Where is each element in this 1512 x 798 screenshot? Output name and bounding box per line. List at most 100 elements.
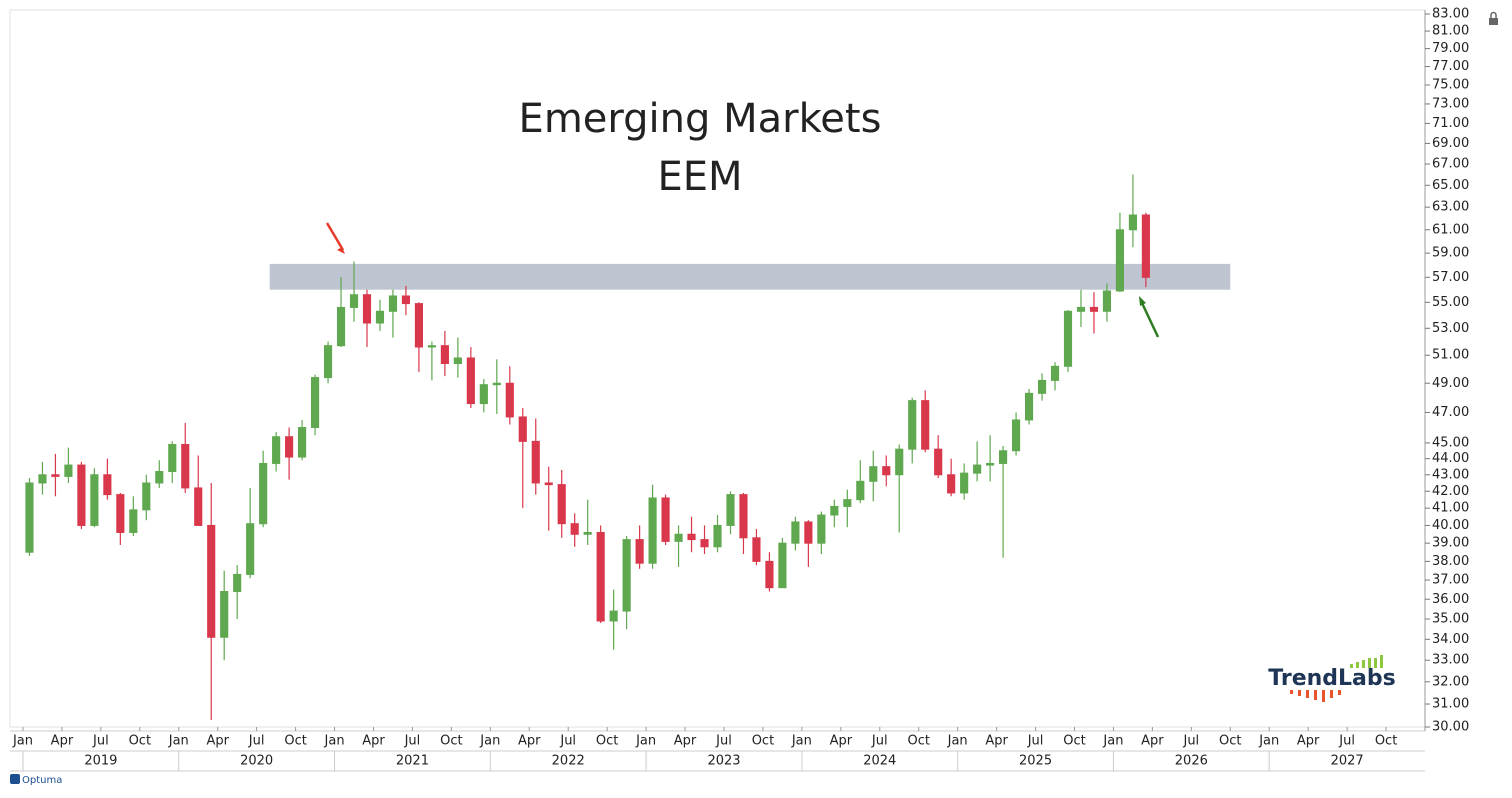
x-tick-label: Oct xyxy=(907,734,929,749)
x-tick-label: Apr xyxy=(1141,734,1164,749)
candle-body xyxy=(960,472,969,494)
candle-body xyxy=(362,294,372,324)
candle-body xyxy=(336,306,346,347)
logo-bar xyxy=(1298,690,1301,696)
x-tick-label: Apr xyxy=(1297,734,1320,749)
y-tick-label: 61.00 xyxy=(1432,222,1469,237)
candle-body xyxy=(882,466,891,476)
candle-body xyxy=(817,514,826,544)
logo: TrendLabs xyxy=(1268,655,1396,702)
x-tick-label: Jul xyxy=(248,734,265,749)
x-tick-label: Oct xyxy=(129,734,151,749)
candle-body xyxy=(804,521,813,544)
candle-body xyxy=(168,443,177,473)
candle-body xyxy=(765,560,774,589)
candle-body xyxy=(518,416,527,442)
logo-bar xyxy=(1368,658,1371,668)
candle-body xyxy=(544,482,553,486)
x-tick-label: Oct xyxy=(1219,734,1241,749)
candle-body xyxy=(973,464,982,474)
candle-body xyxy=(843,499,852,507)
candle-body xyxy=(986,462,995,466)
y-tick-label: 71.00 xyxy=(1432,116,1469,131)
y-tick-label: 33.00 xyxy=(1432,653,1469,668)
logo-bar xyxy=(1330,690,1333,698)
arrow-head xyxy=(337,247,345,254)
y-tick-label: 69.00 xyxy=(1432,136,1469,151)
footer: Optuma xyxy=(10,774,62,786)
candle-body xyxy=(142,482,151,511)
chart-subtitle: EEM xyxy=(657,154,742,200)
candle-body xyxy=(155,471,164,484)
x-tick-label: Oct xyxy=(1063,734,1085,749)
logo-bar xyxy=(1362,660,1365,668)
y-tick-label: 59.00 xyxy=(1432,246,1469,261)
x-tick-label: Oct xyxy=(440,734,462,749)
y-tick-label: 39.00 xyxy=(1432,536,1469,551)
candle-body xyxy=(1128,214,1137,231)
logo-bar xyxy=(1356,662,1359,668)
candle-body xyxy=(349,294,359,308)
year-label: 2020 xyxy=(240,754,273,769)
logo-bar xyxy=(1350,664,1353,668)
candle-body xyxy=(207,524,216,638)
candle-body xyxy=(77,464,86,526)
resistance-band xyxy=(269,263,1231,290)
candle-body xyxy=(609,610,618,622)
logo-text: TrendLabs xyxy=(1268,666,1395,691)
candle-body xyxy=(934,448,943,476)
x-tick-label: Oct xyxy=(752,734,774,749)
y-tick-label: 51.00 xyxy=(1432,348,1469,363)
candle-body xyxy=(453,357,462,365)
logo-bar xyxy=(1290,690,1293,694)
y-tick-label: 35.00 xyxy=(1432,611,1469,626)
candle-body xyxy=(1102,290,1112,312)
y-tick-label: 45.00 xyxy=(1432,435,1469,450)
y-tick-label: 81.00 xyxy=(1432,24,1469,39)
y-tick-label: 57.00 xyxy=(1432,270,1469,285)
candle-body xyxy=(492,382,501,386)
candle-body xyxy=(687,533,696,541)
candle-body xyxy=(388,295,398,312)
year-label: 2027 xyxy=(1331,754,1364,769)
y-tick-label: 79.00 xyxy=(1432,41,1469,56)
candle-body xyxy=(739,494,748,539)
y-tick-label: 49.00 xyxy=(1432,376,1469,391)
candle-body xyxy=(90,474,99,526)
year-label: 2021 xyxy=(396,754,429,769)
candle-body xyxy=(531,440,540,484)
candle-body xyxy=(427,345,436,348)
candle-body xyxy=(116,494,125,533)
candle-body xyxy=(246,523,255,575)
x-tick-label: Jan xyxy=(168,734,189,749)
y-tick-label: 40.00 xyxy=(1432,518,1469,533)
candle-body xyxy=(129,509,138,533)
year-label: 2025 xyxy=(1019,754,1052,769)
candle-body xyxy=(869,466,878,482)
y-tick-label: 77.00 xyxy=(1432,59,1469,74)
x-tick-label: Jan xyxy=(947,734,968,749)
y-tick-label: 38.00 xyxy=(1432,554,1469,569)
y-tick-label: 37.00 xyxy=(1432,573,1469,588)
candle-body xyxy=(622,539,631,612)
candle-body xyxy=(220,591,229,638)
candle-body xyxy=(194,487,203,526)
y-tick-label: 42.00 xyxy=(1432,484,1469,499)
x-tick-label: Jul xyxy=(1182,734,1199,749)
x-tick-label: Jul xyxy=(1338,734,1355,749)
candle-body xyxy=(1050,365,1060,381)
x-tick-label: Jul xyxy=(715,734,732,749)
x-tick-label: Oct xyxy=(1375,734,1397,749)
year-label: 2019 xyxy=(84,754,117,769)
candle-body xyxy=(1076,306,1086,312)
candle-body xyxy=(908,400,917,450)
candle-body xyxy=(570,523,579,535)
candle-body xyxy=(298,427,307,458)
candle-body xyxy=(726,494,735,526)
candle-body xyxy=(713,524,722,548)
y-tick-label: 73.00 xyxy=(1432,96,1469,111)
y-tick-label: 55.00 xyxy=(1432,295,1469,310)
x-tick-label: Apr xyxy=(830,734,853,749)
y-tick-label: 75.00 xyxy=(1432,78,1469,93)
candle-body xyxy=(259,462,268,525)
